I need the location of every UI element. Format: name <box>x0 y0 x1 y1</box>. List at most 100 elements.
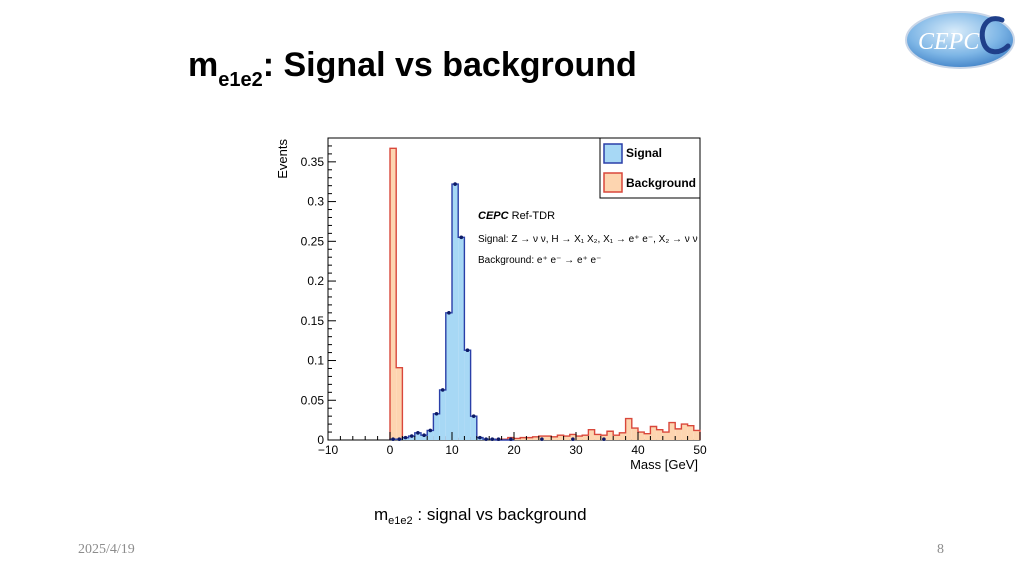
data-point <box>409 434 414 438</box>
signal-bar <box>427 430 434 440</box>
figure-caption: me1e2 : signal vs background <box>374 505 587 527</box>
x-axis: −10 0 10 20 30 40 50 <box>318 432 707 457</box>
logo-text: CEPC <box>918 29 980 55</box>
signal-bar <box>458 237 465 440</box>
signal-outline <box>389 183 514 441</box>
signal-bar <box>470 416 477 440</box>
background-bar <box>576 436 583 440</box>
signal-bar <box>421 435 428 440</box>
background-bar <box>514 438 521 440</box>
background-process-label: Background: e⁺ e⁻ → e⁺ e⁻ <box>478 255 601 266</box>
histogram-chart: −10 0 10 20 30 40 50 00.050.10.150.20.250.30.3… <box>275 137 707 472</box>
y-tick-label: 0.25 <box>301 234 325 248</box>
signal-bar <box>452 184 459 440</box>
data-point <box>391 437 395 442</box>
background-bar <box>656 429 663 440</box>
y-tick-label: 0.05 <box>301 393 325 407</box>
background-bar <box>687 425 694 440</box>
experiment-name: CEPC <box>478 210 510 222</box>
data-point <box>509 437 513 442</box>
x-tick-label: 0 <box>387 443 394 457</box>
data-point <box>403 435 408 440</box>
x-tick-label: 20 <box>507 443 521 457</box>
background-bar <box>619 432 626 440</box>
caption-main: m <box>374 505 389 524</box>
cepc-logo-icon: CEPC <box>905 11 1015 69</box>
signal-bar <box>439 389 446 440</box>
x-axis-label: Mass [GeV] <box>630 457 698 472</box>
data-point <box>484 437 488 442</box>
y-tick-label: 0.15 <box>301 314 325 328</box>
background-bar <box>520 437 527 440</box>
legend-background-swatch <box>603 172 623 193</box>
background-bar <box>582 435 589 440</box>
background-bar <box>693 430 700 440</box>
data-point <box>490 437 495 442</box>
data-point <box>496 437 501 442</box>
data-point <box>459 235 464 240</box>
x-tick-label: −10 <box>318 443 339 457</box>
background-bar <box>396 367 403 440</box>
y-tick-label: 0.2 <box>307 274 324 288</box>
signal-bar <box>445 312 452 440</box>
caption-subscript: e1e2 <box>388 515 413 527</box>
caption-rest: : signal vs background <box>412 505 587 524</box>
data-point <box>447 311 451 315</box>
data-point <box>422 433 426 438</box>
slide-date: 2025/4/19 <box>78 542 135 557</box>
experiment-suffix: Ref-TDR <box>509 210 556 222</box>
data-point <box>397 437 402 442</box>
legend-signal-swatch <box>603 143 623 164</box>
data-point <box>571 437 575 442</box>
background-bar <box>588 429 595 440</box>
y-tick-label: 0 <box>317 433 324 447</box>
background-bar <box>631 428 638 440</box>
background-bar <box>644 433 651 440</box>
title-rest: : Signal vs background <box>262 46 637 84</box>
background-bar <box>625 418 632 440</box>
signal-bar <box>433 413 440 440</box>
title-main: m <box>188 46 219 84</box>
legend: Signal Background <box>599 137 701 199</box>
y-axis: 0 0.05 0.1 0.15 0.2 0.25 0.3 0.35 <box>301 145 336 447</box>
data-point <box>440 388 445 392</box>
signal-process-label: Signal: Z → ν ν, H → X₁ X₂, X₁ → e⁺ e⁻, … <box>478 234 698 245</box>
background-bar <box>563 436 570 440</box>
background-bar <box>607 431 614 440</box>
background-bar <box>526 437 533 440</box>
data-point <box>434 411 439 416</box>
background-bar <box>675 428 682 440</box>
background-bar <box>638 432 645 440</box>
data-point <box>471 414 476 418</box>
title-subscript: e1e2 <box>218 69 263 91</box>
background-bar <box>669 422 676 440</box>
y-tick-label: 0.35 <box>301 155 325 169</box>
background-bar <box>545 436 552 440</box>
y-tick-label: 0.1 <box>307 354 324 368</box>
background-bar <box>594 434 601 440</box>
x-tick-label: 10 <box>445 443 459 457</box>
y-axis-label: Events <box>275 139 290 179</box>
signal-bar <box>408 436 415 440</box>
data-point <box>453 182 457 186</box>
legend-signal-label: Signal <box>626 146 662 160</box>
data-point <box>416 431 420 435</box>
data-point <box>428 428 433 433</box>
data-points <box>391 182 606 442</box>
signal-bar <box>464 350 471 440</box>
experiment-label: CEPC Ref-TDR <box>478 210 555 222</box>
page-number: 8 <box>937 542 944 557</box>
signal-histogram <box>389 183 514 441</box>
x-tick-label: 40 <box>631 443 645 457</box>
x-tick-label: 30 <box>569 443 583 457</box>
background-bar <box>532 436 539 440</box>
background-bar <box>650 426 657 440</box>
background-bar <box>390 148 397 440</box>
background-bar <box>569 434 576 440</box>
data-point <box>465 348 470 352</box>
data-point <box>540 437 544 442</box>
background-bar <box>557 435 564 440</box>
background-bar <box>662 432 669 440</box>
data-point <box>602 437 606 442</box>
y-tick-label: 0.3 <box>307 195 324 209</box>
